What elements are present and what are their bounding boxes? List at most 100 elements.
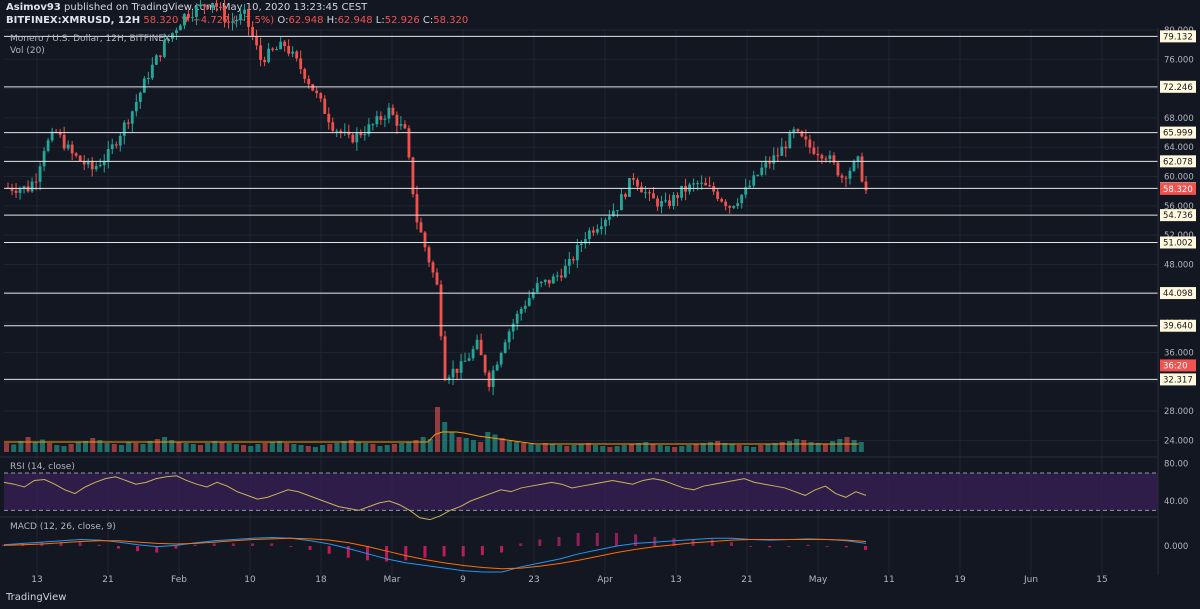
candle-body: [780, 146, 784, 156]
candle-body: [431, 262, 435, 273]
open-label: O:: [277, 15, 289, 26]
x-tick-label: 19: [954, 575, 966, 585]
macd-histogram-bar: [557, 536, 561, 546]
low-value: 52.926: [384, 15, 420, 26]
level-price-label: 65.999: [1163, 129, 1193, 139]
candle-body: [271, 48, 275, 50]
candle-body: [359, 132, 363, 136]
candle-body: [46, 140, 50, 151]
y-tick-label: 48.000: [1164, 260, 1194, 270]
candle-body: [467, 358, 471, 361]
candle-body: [315, 90, 319, 94]
volume-bar: [715, 441, 721, 452]
volume-bar: [190, 444, 196, 452]
macd-histogram-bar: [442, 546, 446, 557]
volume-bar: [535, 445, 541, 452]
candle-body: [347, 131, 351, 135]
candle-body: [275, 49, 279, 51]
candle-body: [106, 149, 110, 161]
candle-body: [792, 129, 796, 133]
candle-body: [86, 160, 90, 165]
x-tick-label: 21: [102, 575, 113, 585]
volume-bar: [578, 444, 584, 452]
volume-bar: [39, 439, 45, 452]
candle-body: [158, 55, 162, 57]
candle-body: [98, 164, 102, 167]
candle-body: [323, 98, 327, 114]
volume-bar: [657, 445, 663, 452]
candle-body: [299, 58, 303, 70]
candle-body: [808, 139, 812, 148]
macd-histogram-bar: [500, 546, 504, 553]
macd-histogram-bar: [231, 543, 235, 546]
candle-body: [255, 36, 258, 46]
candle-body: [844, 177, 848, 179]
y-tick-label: 60.000: [1164, 173, 1194, 183]
volume-bar: [765, 444, 771, 452]
macd-histogram-bar: [480, 546, 484, 556]
level-price-label: 72.246: [1163, 83, 1193, 93]
candle-body: [42, 150, 46, 167]
candle-body: [768, 162, 772, 164]
candle-body: [571, 259, 575, 261]
candle-body: [828, 155, 832, 160]
last-price-label: 36:20: [1163, 361, 1188, 371]
candle-body: [812, 147, 816, 154]
candle-body: [110, 144, 114, 150]
candle-body: [94, 166, 98, 170]
candle-body: [756, 174, 760, 176]
author-name[interactable]: Asimov93: [6, 2, 61, 13]
candle-body: [764, 162, 768, 168]
candle-body: [58, 132, 62, 135]
volume-bar: [693, 444, 699, 452]
candle-body: [856, 156, 860, 162]
macd-histogram-bar: [193, 544, 197, 546]
candle-body: [62, 134, 66, 149]
volume-bar: [162, 437, 168, 452]
tradingview-logo[interactable]: TradingView: [6, 592, 67, 603]
candle-body: [479, 339, 483, 356]
volume-bar: [449, 432, 455, 452]
candle-body: [495, 364, 499, 371]
macd-histogram-bar: [787, 546, 791, 547]
candle-body: [732, 205, 736, 208]
y-tick-label: 64.000: [1164, 143, 1194, 153]
volume-bar: [90, 438, 96, 452]
macd-histogram-bar: [576, 533, 580, 546]
volume-bar: [341, 441, 347, 452]
macd-histogram-bar: [59, 542, 63, 546]
volume-bar: [334, 443, 340, 452]
rsi-tick-label: 80.00: [1164, 460, 1188, 470]
last-price-label: 58.320: [1163, 185, 1193, 195]
macd-histogram-bar: [595, 533, 599, 546]
volume-bar: [470, 440, 476, 452]
volume-bar: [54, 445, 60, 452]
candle-body: [539, 281, 543, 284]
candle-body: [720, 198, 724, 202]
candle-body: [864, 181, 868, 191]
candle-body: [471, 349, 475, 359]
volume-bar: [104, 443, 110, 452]
macd-histogram-bar: [289, 546, 293, 547]
candle-body: [451, 368, 455, 378]
volume-bar: [751, 447, 757, 452]
volume-bar: [830, 441, 836, 452]
volume-bar: [118, 445, 124, 452]
candle-body: [660, 200, 663, 207]
volume-bar: [413, 440, 419, 452]
candle-body: [415, 194, 419, 223]
rsi-tick-label: 40.00: [1164, 497, 1188, 507]
level-price-tag: [1160, 236, 1196, 249]
candle-body: [10, 187, 14, 191]
candle-body: [519, 308, 523, 314]
candle-body: [419, 222, 423, 233]
volume-bar: [722, 443, 728, 452]
candle-body: [78, 155, 82, 162]
candle-body: [126, 122, 130, 124]
candle-body: [18, 189, 22, 193]
candle-body: [543, 279, 547, 282]
last-price-tag: [1160, 182, 1196, 195]
candle-body: [648, 192, 651, 194]
macd-histogram-bar: [710, 539, 714, 546]
